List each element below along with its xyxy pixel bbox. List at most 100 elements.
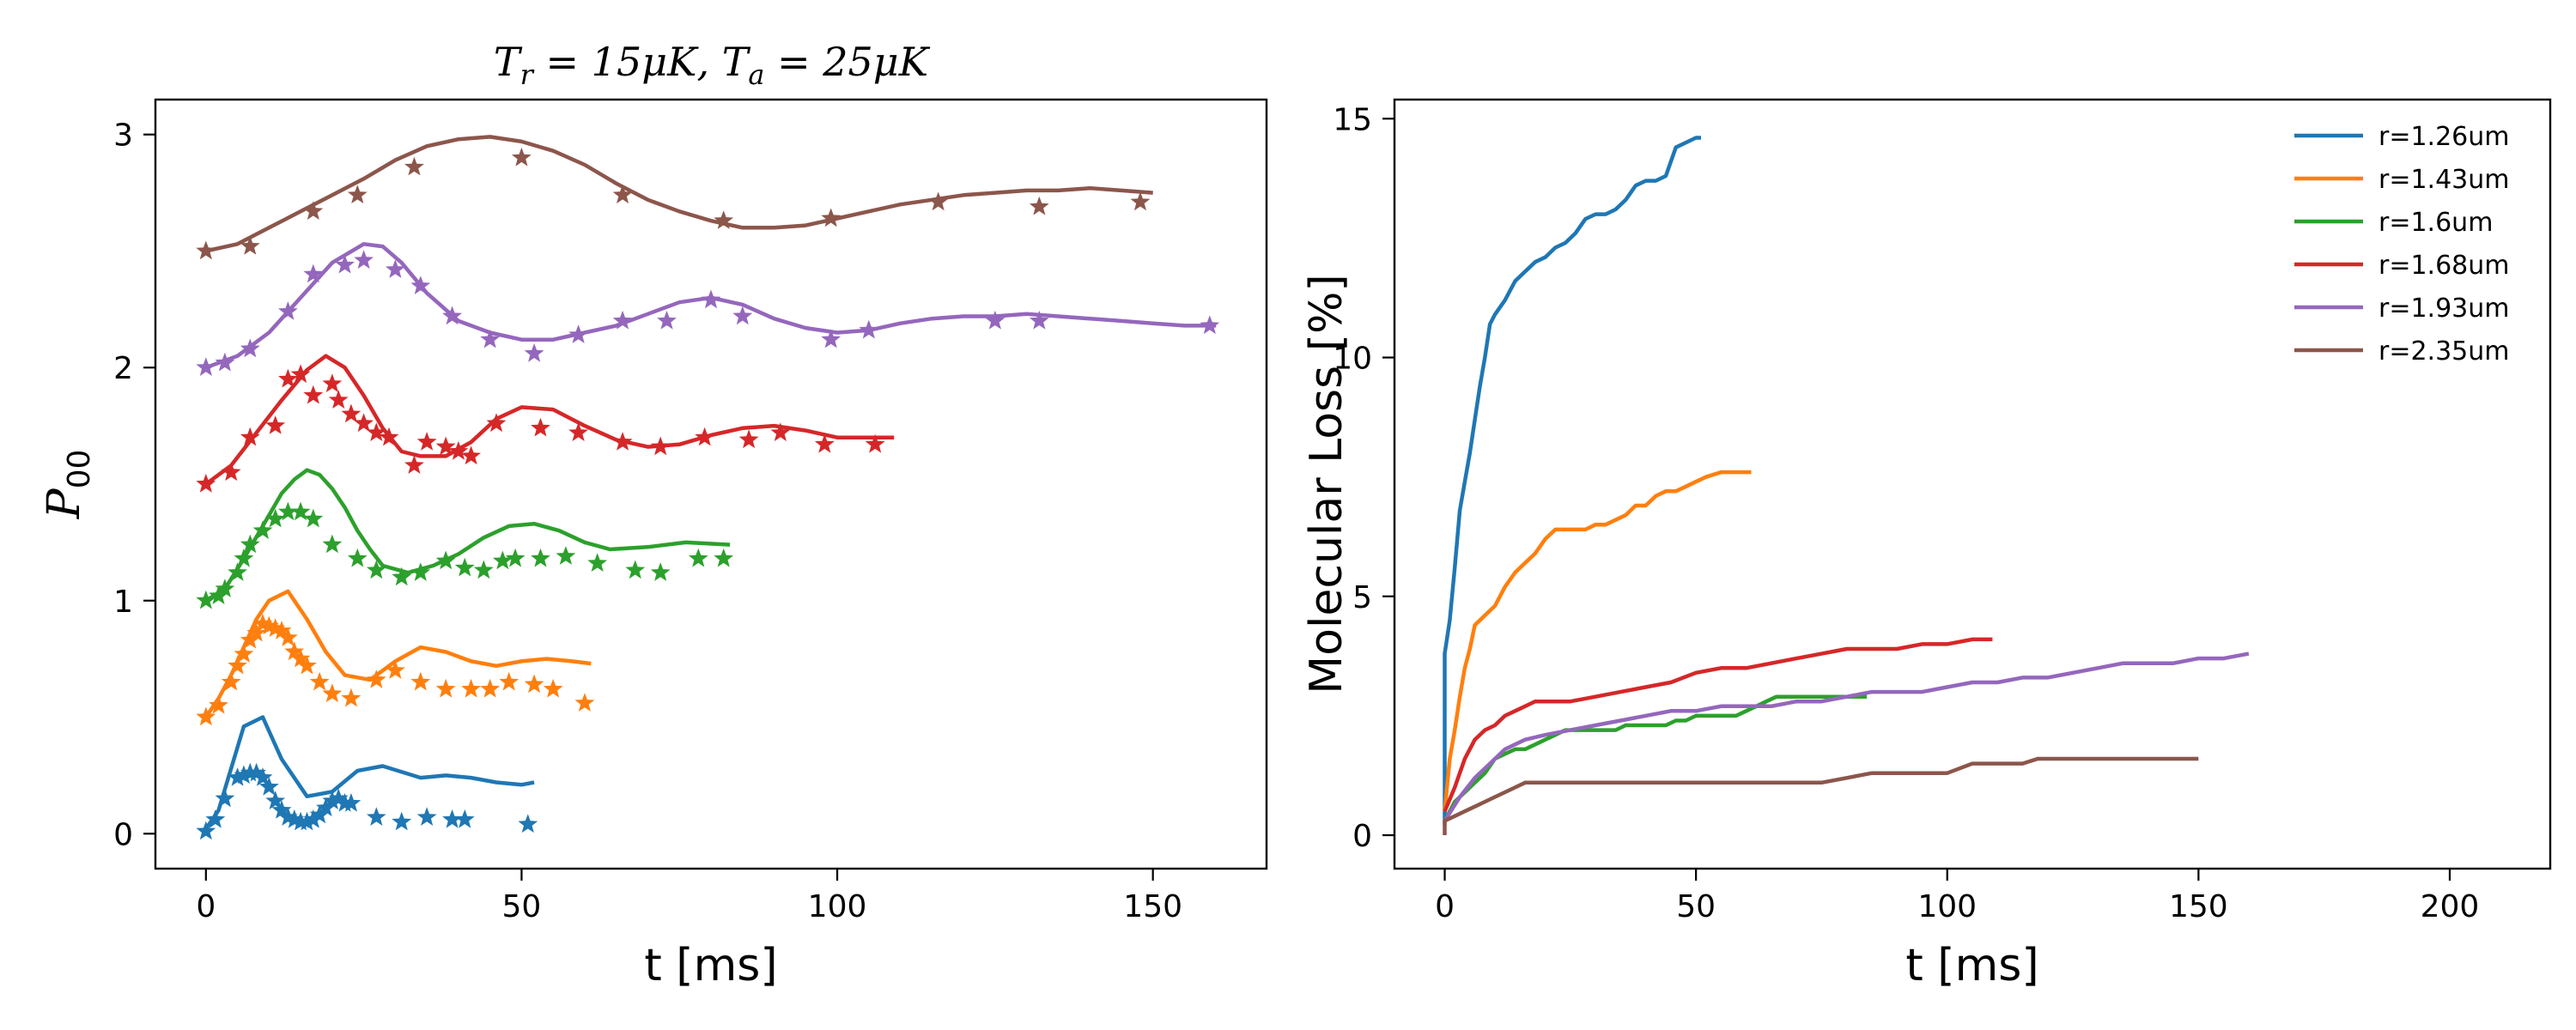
right-series-line-r=1.43um: [1443, 470, 1752, 812]
left-series-0-star-marker: [234, 765, 254, 785]
left-series-1-star-marker: [284, 641, 305, 661]
right-series-line-r=2.35um: [1443, 756, 2199, 835]
left-series-3-star-marker: [448, 441, 469, 460]
right-plot-frame: [1393, 98, 2552, 870]
left-series-2-star-marker: [714, 548, 734, 567]
left-series-3-star-marker: [612, 432, 633, 451]
left-y-tick-label: 1: [113, 585, 133, 620]
left-series-1-star-marker: [271, 621, 292, 639]
left-series-0-star-marker: [228, 767, 247, 786]
left-series-2-star-marker: [215, 579, 235, 597]
left-series-5-star-marker: [404, 156, 424, 176]
left-series-1-star-marker: [278, 627, 298, 646]
left-series-0-star-marker: [215, 788, 235, 808]
left-series-4-star-marker: [410, 276, 431, 294]
left-series-1-star-marker: [435, 678, 456, 698]
left-series-5-star-marker: [928, 191, 949, 211]
left-panel-title: Tr = 15μK, Ta = 25μK: [494, 39, 931, 91]
left-series-5-line: [205, 135, 1153, 253]
left-series-4-star-marker: [859, 319, 879, 339]
left-series-2-star-marker: [392, 566, 412, 586]
left-series-1-star-marker: [322, 683, 343, 703]
left-series-1-star-marker: [246, 622, 266, 642]
left-series-0-star-marker: [297, 811, 317, 831]
left-series-4-star-marker: [442, 306, 462, 325]
left-series-3-star-marker: [770, 422, 791, 441]
left-series-3-star-marker: [379, 427, 399, 446]
left-series-3-star-marker: [221, 462, 241, 482]
left-series-0-star-marker: [316, 797, 336, 817]
right-y-tick-label: 0: [1352, 819, 1372, 854]
legend-label: r=1.43um: [2379, 165, 2510, 195]
left-series-3-star-marker: [650, 436, 671, 456]
left-series-3-star-marker: [303, 385, 324, 404]
left-series-2-star-marker: [587, 553, 608, 572]
left-series-2-star-marker: [410, 562, 431, 581]
left-series-1-star-marker: [480, 678, 501, 698]
left-series-2-star-marker: [556, 546, 576, 565]
right-x-tick-label: 100: [1917, 889, 1977, 924]
legend-label: r=1.26um: [2379, 122, 2510, 152]
left-series-0-star-marker: [252, 767, 273, 786]
left-series-2-star-marker: [303, 508, 324, 528]
left-y-tick-label: 3: [113, 118, 133, 154]
left-series-5-star-marker: [821, 208, 841, 227]
right-series-line-r=1.26um: [1443, 136, 1701, 826]
left-series-1-star-marker: [309, 671, 330, 691]
left-series-2-star-marker: [505, 548, 526, 567]
left-series-2-star-marker: [650, 562, 671, 581]
left-series-0-star-marker: [303, 809, 324, 828]
left-series-0-star-marker: [271, 800, 292, 819]
left-series-3-star-marker: [290, 364, 311, 384]
left-series-1-star-marker: [524, 674, 544, 694]
right-series-group: [1443, 136, 2250, 835]
left-series-1-star-marker: [240, 629, 260, 649]
left-series-4-star-marker: [303, 264, 324, 283]
left-series-4-star-marker: [821, 329, 841, 348]
right-series-line-r=1.93um: [1443, 651, 2250, 822]
left-series-2-star-marker: [366, 560, 386, 579]
left-x-tick-label: 100: [808, 889, 867, 924]
left-series-2-star-marker: [290, 501, 311, 521]
left-series-0-star-marker: [258, 777, 279, 796]
left-series-1-star-marker: [196, 706, 216, 726]
left-series-4-star-marker: [215, 352, 235, 372]
left-series-2-star-marker: [209, 585, 228, 604]
left-series-0-star-marker: [442, 809, 462, 828]
left-series-4-star-marker: [701, 289, 721, 309]
left-series-3-star-marker: [416, 432, 437, 451]
right-y-axis-label: Molecular Loss [%]: [1301, 274, 1352, 694]
left-series-3-star-marker: [695, 427, 715, 446]
left-series-5-star-marker: [512, 147, 532, 167]
left-series-2-star-marker: [347, 548, 368, 567]
left-series-3-star-marker: [240, 427, 260, 446]
left-series-1-star-marker: [228, 655, 247, 675]
left-series-1-star-marker: [297, 655, 317, 675]
left-series-0-star-marker: [416, 807, 437, 826]
right-x-tick-label: 0: [1435, 889, 1455, 924]
left-series-3-star-marker: [196, 474, 216, 493]
left-series-3-star-marker: [366, 422, 386, 441]
left-series-3-star-marker: [341, 403, 361, 423]
left-series-4-star-marker: [568, 324, 588, 343]
left-series-0-star-marker: [366, 807, 386, 826]
legend-label: r=1.68um: [2379, 251, 2510, 281]
left-y-axis-label: P00: [39, 450, 97, 520]
right-y-tick-label: 5: [1352, 580, 1372, 615]
left-series-0-star-marker: [328, 788, 349, 808]
left-x-axis-label: t [ms]: [644, 940, 777, 991]
right-series-line-r=1.6um: [1443, 694, 1868, 822]
left-series-2-star-marker: [473, 560, 494, 579]
left-series-2-star-marker: [234, 548, 254, 567]
right-series-line-r=1.68um: [1443, 637, 1993, 813]
left-series-2-star-marker: [278, 501, 298, 521]
left-series-0-star-marker: [454, 809, 475, 828]
left-series-4-line: [205, 242, 1217, 370]
left-series-2-star-marker: [196, 590, 216, 609]
right-x-tick-label: 200: [2421, 889, 2480, 924]
left-series-3-star-marker: [461, 445, 481, 465]
left-series-1-star-marker: [410, 671, 431, 691]
left-series-1-star-marker: [234, 644, 254, 663]
right-y-ticks: 0 5 10 15: [1333, 102, 1394, 854]
